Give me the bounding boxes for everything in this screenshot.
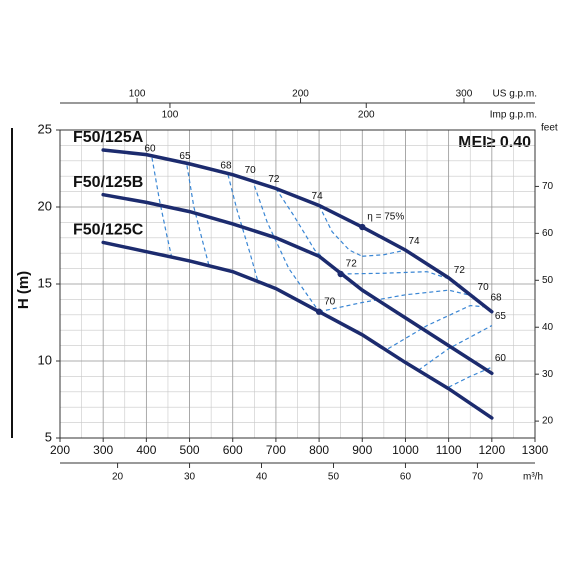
x-tick-label: 1100 [436,443,462,457]
curve-name: F50/125B [73,174,143,191]
pump-curve [101,240,494,420]
x-tick-label: 200 [50,443,70,457]
efficiency-label: 72 [268,174,280,185]
right-tick-label: 60 [542,228,554,239]
efficiency-label: 74 [312,191,324,202]
x-tick-label: 1200 [478,443,505,457]
efficiency-curve [186,165,493,371]
y-tick-label: 10 [38,352,52,367]
bottom-tick-label: 20 [112,472,124,483]
bottom-tick-label: 70 [472,472,484,483]
pump-curve [101,148,494,314]
efficiency-curve [251,179,475,313]
curve-name: F50/125C [73,222,144,239]
efficiency-label: 65 [179,151,191,162]
top-tick-label: 100 [162,110,179,121]
y-tick-label: 25 [38,121,52,136]
top-tick-label: 200 [358,110,375,121]
y-axis-label: H (m) [15,271,32,309]
right-tick-label: 30 [542,369,554,380]
best-efficiency-point [337,270,344,278]
bottom-tick-label: 50 [328,472,340,483]
x-tick-label: 300 [93,443,113,457]
efficiency-label: 72 [454,265,466,276]
top-tick-label: 300 [456,89,473,100]
top-tick-label: 200 [292,89,309,100]
top-axis-unit: Imp g.p.m. [490,110,537,121]
right-axis-unit: feet [541,123,558,134]
bottom-axis-unit: m³/h [523,472,543,483]
point-label: 70 [324,296,336,307]
efficiency-label: 65 [495,311,507,322]
bottom-tick-label: 40 [256,472,268,483]
efficiency-label: 74 [408,236,420,247]
efficiency-label: 70 [245,165,257,176]
y-tick-label: 20 [38,198,52,213]
x-tick-label: 900 [352,443,372,457]
bottom-tick-label: 30 [184,472,196,483]
point-label: η = 75% [367,212,404,223]
y-tick-label: 15 [38,275,52,290]
pump-curve [101,192,494,376]
efficiency-curve [151,157,493,388]
x-tick-label: 400 [136,443,156,457]
plot-frame [59,129,536,439]
bottom-tick-label: 60 [400,472,412,483]
annotation: MEI≥ 0.40 [458,134,531,151]
x-tick-label: 700 [266,443,286,457]
best-efficiency-point [315,308,323,315]
efficiency-label: 60 [495,353,507,364]
x-tick-label: 600 [223,443,243,457]
right-tick-label: 70 [542,181,554,192]
point-label: 72 [346,259,358,270]
efficiency-curve [318,205,406,257]
efficiency-curve [275,188,451,280]
efficiency-label: 68 [220,160,232,171]
top-tick-label: 100 [129,89,146,100]
right-tick-label: 50 [542,275,554,286]
right-tick-label: 40 [542,322,554,333]
curve-name: F50/125A [73,129,144,146]
top-axis-unit: US g.p.m. [493,89,537,100]
y-tick-label: 5 [45,429,52,444]
right-tick-label: 20 [542,416,554,427]
x-tick-label: 800 [309,443,329,457]
x-tick-label: 500 [180,443,200,457]
x-tick-label: 1000 [392,443,419,457]
efficiency-label: 68 [491,293,503,304]
x-tick-label: 1300 [522,443,549,457]
efficiency-curve [227,174,488,350]
efficiency-label: 60 [144,143,156,154]
efficiency-label: 70 [478,282,490,293]
best-efficiency-point [359,223,366,231]
